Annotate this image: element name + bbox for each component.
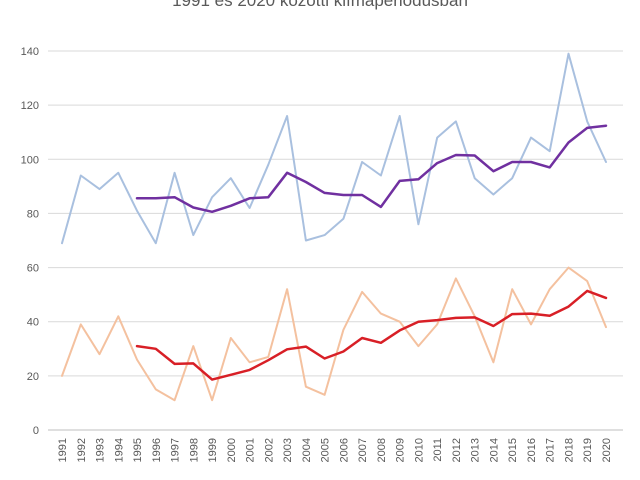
x-tick-label: 2013 (470, 438, 482, 462)
y-tick-label: 140 (21, 46, 39, 58)
y-tick-label: 40 (27, 317, 39, 329)
x-tick-label: 2001 (245, 438, 257, 462)
x-tick-label: 2017 (545, 438, 557, 462)
series-lines (61, 52, 608, 402)
x-tick-label: 2002 (263, 438, 275, 462)
chart-title: 1991 és 2020 közötti klímaperiódusban (172, 0, 468, 10)
y-tick-label: 80 (27, 208, 39, 220)
x-tick-label: 2012 (451, 438, 463, 462)
y-axis-tick-labels: 0 20 40 60 80 100 120 140 (21, 46, 39, 437)
x-tick-label: 1996 (151, 438, 163, 462)
x-axis-tick-labels: 1991 1992 1993 1994 1995 1996 1997 1998 1999 2000… (57, 438, 613, 462)
y-tick-label: 100 (21, 154, 39, 166)
x-tick-label: 2014 (488, 438, 500, 462)
series-line-2 (135, 124, 608, 214)
x-tick-label: 2019 (582, 438, 594, 462)
y-tick-label: 20 (27, 371, 39, 383)
series-line-4 (135, 289, 608, 381)
x-tick-label: 2020 (601, 438, 613, 462)
x-tick-label: 1993 (95, 438, 107, 462)
x-tick-label: 2004 (301, 438, 313, 462)
x-tick-label: 1992 (76, 438, 88, 462)
y-tick-label: 120 (21, 100, 39, 112)
x-tick-label: 2015 (507, 438, 519, 462)
x-tick-label: 2011 (432, 438, 444, 462)
x-tick-label: 2000 (226, 438, 238, 462)
x-tick-label: 1997 (170, 438, 182, 462)
x-tick-label: 1995 (132, 438, 144, 462)
x-tick-label: 2003 (282, 438, 294, 462)
x-tick-label: 1998 (188, 438, 200, 462)
x-tick-label: 2009 (395, 438, 407, 462)
series-line-3 (61, 266, 607, 402)
x-tick-label: 2010 (413, 438, 425, 462)
x-tick-label: 2008 (376, 438, 388, 462)
x-tick-label: 2018 (563, 438, 575, 462)
x-tick-label: 2016 (526, 438, 538, 462)
y-tick-label: 60 (27, 263, 39, 275)
x-tick-label: 2006 (338, 438, 350, 462)
x-tick-label: 1999 (207, 438, 219, 462)
x-tick-label: 2007 (357, 438, 369, 462)
y-tick-label: 0 (33, 425, 39, 437)
x-tick-label: 2005 (320, 438, 332, 462)
x-tick-label: 1991 (57, 438, 69, 462)
x-tick-label: 1994 (113, 438, 125, 462)
grid-lines (48, 50, 623, 431)
series-line-1 (61, 52, 607, 245)
